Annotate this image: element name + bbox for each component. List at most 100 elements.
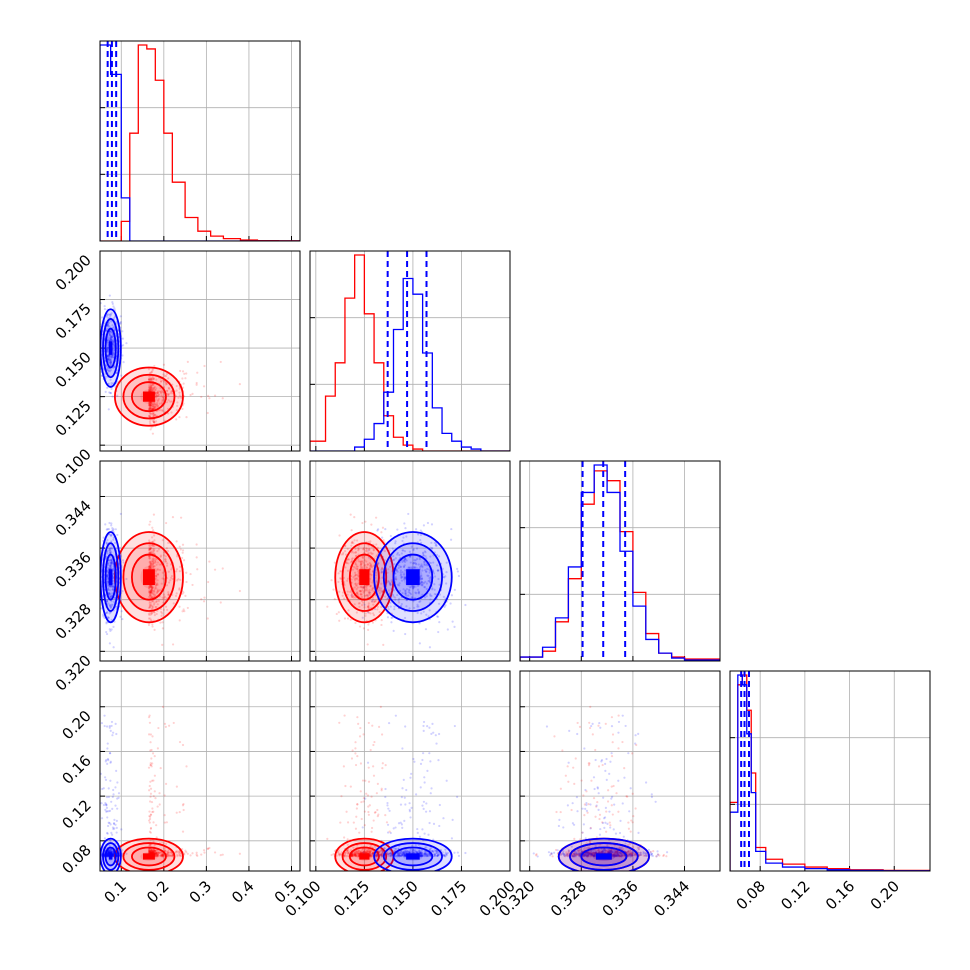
sample-point-red [150,765,153,768]
sample-point-red [162,608,165,611]
sample-point-blue [396,593,399,597]
sample-point-red [175,418,178,421]
sample-point-red [149,377,152,381]
sample-point-blue [373,845,377,848]
sample-point-blue [404,527,407,530]
sample-point-red [158,563,161,566]
sample-point-red [354,582,357,586]
sample-point-red [185,416,188,419]
sample-point-blue [115,769,118,772]
sample-point-red [162,593,165,596]
sample-point-red [351,541,354,544]
sample-point-blue [402,853,405,856]
sample-point-blue [420,853,423,856]
sample-point-blue [396,570,399,573]
sample-point-red [153,628,156,632]
sample-point-blue [403,851,407,854]
sample-point-blue [399,851,402,854]
sample-point-blue [409,561,412,564]
sample-point-red [149,551,152,555]
sample-point-red [150,378,153,381]
sample-point-red [150,748,153,752]
sample-point-red [152,611,155,614]
sample-point-red [149,780,152,783]
sample-point-blue [110,524,113,527]
sample-point-blue [109,337,112,340]
sample-point-blue [112,326,115,329]
sample-point-red [372,612,375,615]
sample-point-red [151,625,154,628]
sample-point-red [155,403,158,406]
sample-point-red [148,544,151,547]
sample-point-blue [398,854,401,857]
sample-point-red [170,575,174,578]
sample-point-red [148,851,151,854]
sample-point-red [155,563,158,566]
sample-point-blue [106,855,109,858]
sample-point-blue [105,803,108,806]
sample-point-blue [373,608,377,611]
sample-point-blue [436,569,439,572]
sample-point-blue [403,854,406,857]
sample-point-blue [107,577,110,581]
sample-point-red [355,850,358,853]
sample-point-red [179,396,182,399]
sample-point-red [365,550,368,553]
sample-point-blue [421,854,425,857]
sample-point-red [359,850,362,854]
sample-point-blue [400,823,403,826]
sample-point-red [181,551,184,554]
sample-point-red [366,794,370,797]
sample-point-red [181,556,184,560]
sample-point-blue [384,787,387,791]
sample-point-blue [109,534,113,538]
sample-point-blue [404,589,407,593]
sample-point-blue [426,567,429,571]
sample-point-blue [453,588,456,591]
sample-point-red [360,593,363,596]
sample-point-red [354,596,357,599]
sample-point-blue [429,561,432,565]
sample-point-red [385,821,389,824]
sample-point-red [182,382,185,385]
sample-point-blue [107,408,110,411]
sample-point-red [148,556,151,559]
sample-point-red [150,371,153,374]
sample-point-blue [402,778,405,781]
sample-point-blue [437,732,441,736]
sample-point-red [360,560,363,563]
sample-point-red [355,611,358,614]
contour-line-blue [104,846,117,867]
sample-point-red [161,400,164,403]
sample-point-red [180,854,183,858]
sample-point-red [349,590,352,593]
sample-point-red [174,594,178,597]
sample-point-blue [111,336,114,339]
sample-point-red [150,589,153,592]
sample-point-blue [112,855,115,858]
sample-point-blue [403,559,406,562]
sample-point-blue [106,762,109,765]
sample-point-red [370,589,374,592]
sample-point-red [397,853,401,857]
sample-point-blue [425,846,428,849]
sample-point-red [148,523,151,526]
sample-point-red [615,855,618,858]
sample-point-red [149,749,152,752]
sample-point-blue [422,581,426,585]
sample-point-blue [109,338,112,341]
contour-line-red [122,542,176,612]
sample-point-blue [421,854,424,857]
sample-point-red [354,562,357,565]
sample-point-red [169,400,172,403]
sample-point-red [155,851,158,855]
sample-point-blue [375,580,378,583]
sample-point-blue [125,852,128,855]
sample-point-red [161,539,164,542]
sample-point-red [370,564,373,567]
sample-point-red [152,411,155,415]
sample-point-red [572,853,576,856]
sample-point-red [351,854,354,857]
sample-point-blue [350,594,353,597]
sample-point-red [148,851,151,854]
